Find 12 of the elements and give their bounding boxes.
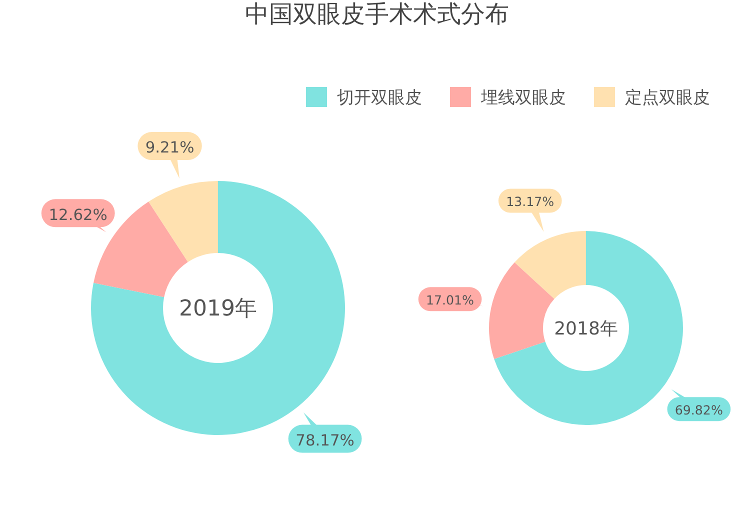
data-label: 17.01%: [426, 292, 474, 308]
text: 2018年: [554, 318, 618, 340]
data-label: 9.21%: [145, 138, 194, 157]
chart-title: 中国双眼皮手术术式分布: [245, 0, 509, 28]
legend-label: 埋线双眼皮: [480, 88, 566, 108]
data-label: 12.62%: [48, 206, 108, 224]
text: 2019年: [179, 296, 257, 322]
legend-label: 切开双眼皮: [337, 88, 422, 108]
data-label: 78.17%: [296, 431, 354, 450]
legend-label: 定点双眼皮: [625, 88, 710, 108]
data-label: 69.82%: [674, 402, 723, 418]
data-label: 13.17%: [506, 194, 554, 210]
